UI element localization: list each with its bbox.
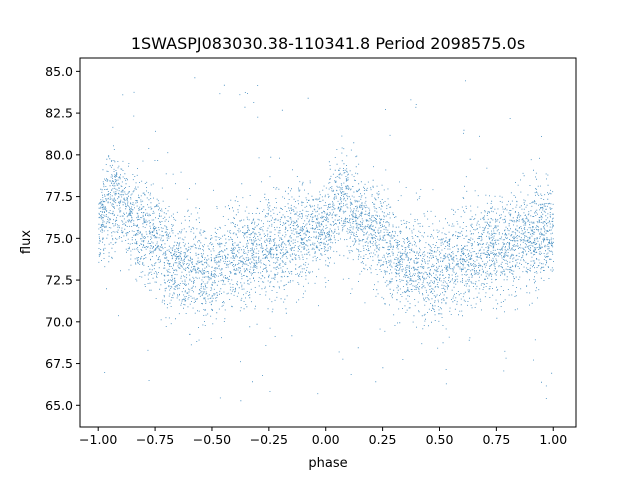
y-tick-label: 70.0 [45, 314, 73, 329]
y-tick-label: 82.5 [45, 106, 73, 121]
x-tick-label: 0.50 [426, 432, 454, 447]
x-tick-label: 0.75 [482, 432, 510, 447]
y-tick-label: 75.0 [45, 231, 73, 246]
y-tick-label: 67.5 [45, 356, 73, 371]
x-tick-label: 0.25 [369, 432, 397, 447]
y-tick-label: 65.0 [45, 398, 73, 413]
y-axis-label: flux [19, 230, 34, 254]
x-tick-label: −0.50 [193, 432, 231, 447]
y-tick-label: 72.5 [45, 273, 73, 288]
chart-title: 1SWASPJ083030.38-110341.8 Period 2098575… [131, 34, 525, 53]
x-tick-label: −1.00 [79, 432, 117, 447]
x-axis-label: phase [308, 456, 347, 471]
x-tick-label: 0.00 [312, 432, 340, 447]
x-tick-label: −0.25 [250, 432, 288, 447]
y-axis: 65.0 67.5 70.0 72.5 75.0 77.5 80.0 82.5 85.0 [45, 64, 80, 413]
x-tick-label: 1.00 [539, 432, 567, 447]
plot-frame [79, 57, 577, 428]
x-tick-label: −0.75 [136, 432, 174, 447]
y-tick-label: 80.0 [45, 147, 73, 162]
y-tick-label: 77.5 [45, 189, 73, 204]
y-tick-label: 85.0 [45, 64, 73, 79]
x-axis: −1.00 −0.75 −0.50 −0.25 0.00 0.25 0.50 0.75 1.00 [79, 427, 567, 447]
